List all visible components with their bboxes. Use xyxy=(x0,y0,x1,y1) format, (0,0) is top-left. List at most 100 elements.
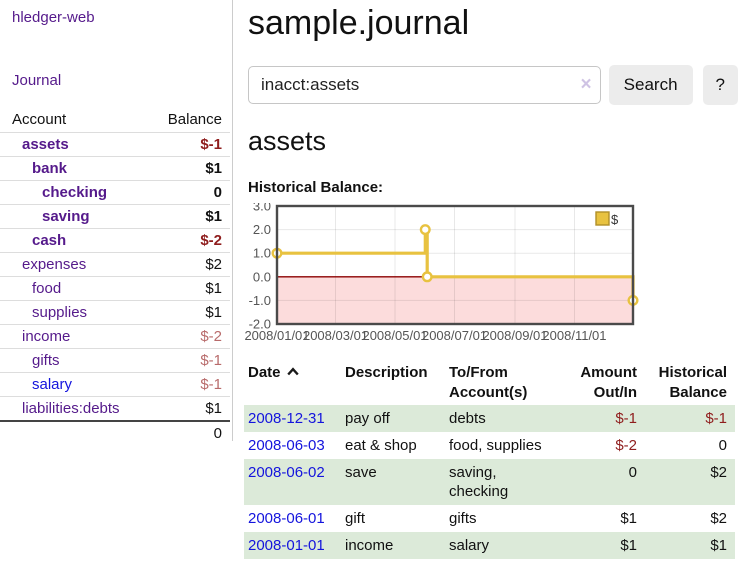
account-link[interactable]: liabilities:debts xyxy=(22,400,120,417)
register-amount: $-2 xyxy=(615,437,637,454)
account-row: income $-2 xyxy=(0,324,230,349)
register-balance: $2 xyxy=(710,464,727,481)
account-link[interactable]: income xyxy=(22,328,71,345)
account-balance: $-2 xyxy=(200,232,222,249)
app-title-link[interactable]: hledger-web xyxy=(12,9,95,26)
accounts-header-balance: Balance xyxy=(167,111,222,128)
chart-x-tick-label: 2008/05/01 xyxy=(362,328,427,343)
accounts-header-row: Account Balance xyxy=(0,108,230,133)
register-accounts: salary xyxy=(449,537,490,554)
search-form: × Search ? xyxy=(248,65,738,105)
register-amount: $-1 xyxy=(615,410,637,427)
page-title: sample.journal xyxy=(248,4,470,42)
account-row: expenses $2 xyxy=(0,252,230,277)
register-header-accounts: To/From Account(s) xyxy=(449,364,528,401)
search-input[interactable] xyxy=(248,66,601,104)
account-balance: $1 xyxy=(205,280,222,297)
account-balance: $-1 xyxy=(200,136,222,153)
chart-y-tick-label: -2.0 xyxy=(249,317,271,332)
register-balance: $2 xyxy=(710,510,727,527)
clear-search-icon[interactable]: × xyxy=(580,74,592,96)
account-link[interactable]: food xyxy=(32,280,62,297)
account-balance: $1 xyxy=(205,208,222,225)
chart-data-point xyxy=(421,271,433,283)
register-row: 2008-01-01 income salary $1 $1 xyxy=(244,532,735,559)
account-row: food $1 xyxy=(0,276,230,301)
account-balance: $2 xyxy=(205,256,222,273)
account-row: supplies $1 xyxy=(0,300,230,325)
chart-y-tick-label: 0.0 xyxy=(253,269,271,284)
sidebar: hledger-web Journal Account Balance asse… xyxy=(0,0,233,442)
register-accounts: gifts xyxy=(449,510,477,527)
search-button[interactable]: Search xyxy=(608,65,693,105)
account-link[interactable]: bank xyxy=(32,160,68,177)
accounts-header-account: Account xyxy=(12,111,67,128)
chart-plot-border xyxy=(275,204,635,326)
register-description: eat & shop xyxy=(345,437,417,454)
chart-y-tick-label: 3.0 xyxy=(253,203,271,214)
chart-title: Historical Balance: xyxy=(248,179,384,196)
register-description: save xyxy=(345,464,377,481)
register-amount: $1 xyxy=(620,537,637,554)
register-row: 2008-12-31 pay off debts $-1 $-1 xyxy=(244,405,735,432)
register-row: 2008-06-01 gift gifts $1 $2 xyxy=(244,505,735,532)
register-accounts: saving, checking xyxy=(449,464,509,500)
account-row: saving $1 xyxy=(0,204,230,229)
account-balance: $-1 xyxy=(200,352,222,369)
register-accounts: debts xyxy=(449,410,486,427)
account-link[interactable]: checking xyxy=(42,184,108,201)
register-date-link[interactable]: 2008-06-03 xyxy=(248,437,325,454)
register-row: 2008-06-02 save saving, checking 0 $2 xyxy=(244,459,735,505)
balance-chart-svg[interactable]: $3.0 2.0 1.0 0.0 -1.0 -2.02008/01/012008/03/0… xyxy=(243,203,641,345)
chart-y-tick-label: -1.0 xyxy=(249,293,271,308)
account-link[interactable]: salary xyxy=(32,376,73,393)
register-description: pay off xyxy=(345,410,390,427)
register-table: Date Description To/From Account(s) Amou… xyxy=(244,359,735,559)
account-link[interactable]: saving xyxy=(42,208,90,225)
account-row: liabilities:debts $1 xyxy=(0,396,230,422)
chart-legend-swatch xyxy=(595,211,610,226)
account-link[interactable]: gifts xyxy=(32,352,60,369)
register-header-balance: Historical Balance xyxy=(658,364,727,401)
register-balance: $-1 xyxy=(705,410,727,427)
main-content: sample.journal × Search ? assets Histori… xyxy=(244,0,738,559)
chart-y-tick-label: 2.0 xyxy=(253,222,271,237)
account-balance: $1 xyxy=(205,160,222,177)
register-amount: 0 xyxy=(628,464,637,481)
sidebar-item-journal[interactable]: Journal xyxy=(12,72,62,89)
register-date-link[interactable]: 2008-01-01 xyxy=(248,537,325,554)
register-date-link[interactable]: 2008-12-31 xyxy=(248,410,325,427)
register-header-date[interactable]: Date xyxy=(244,359,345,405)
register-amount: $1 xyxy=(620,510,637,527)
account-row: gifts $-1 xyxy=(0,348,230,373)
register-date-link[interactable]: 2008-06-02 xyxy=(248,464,325,481)
account-balance: $-1 xyxy=(200,376,222,393)
account-row: checking 0 xyxy=(0,180,230,205)
account-balance: $-2 xyxy=(200,328,222,345)
accounts-total-row: 0 xyxy=(0,421,230,445)
account-row: assets $-1 xyxy=(0,132,230,157)
chart-x-tick-label: 2008/03/01 xyxy=(303,328,368,343)
chart-x-tick-label: 2008/01/01 xyxy=(244,328,309,343)
register-header-description: Description xyxy=(345,364,428,381)
register-balance: 0 xyxy=(718,437,727,454)
register-header-amount: Amount Out/In xyxy=(580,364,637,401)
register-accounts: food, supplies xyxy=(449,437,542,454)
register-balance: $1 xyxy=(710,537,727,554)
chart-legend-label: $ xyxy=(611,212,619,227)
chart-negative-region xyxy=(277,276,633,324)
help-button[interactable]: ? xyxy=(702,65,738,105)
account-link[interactable]: supplies xyxy=(32,304,88,321)
account-balance: $1 xyxy=(205,400,222,417)
chart-y-tick-label: 1.0 xyxy=(253,246,271,261)
chart-x-tick-label: 2008/11/01 xyxy=(542,328,606,343)
accounts-total-value: 0 xyxy=(213,425,222,442)
register-table-body: 2008-12-31 pay off debts $-1 $-1 2008-06… xyxy=(244,405,735,559)
account-link[interactable]: cash xyxy=(32,232,67,249)
register-date-link[interactable]: 2008-06-01 xyxy=(248,510,325,527)
register-row: 2008-06-03 eat & shop food, supplies $-2… xyxy=(244,432,735,459)
account-balance: 0 xyxy=(213,184,222,201)
account-link[interactable]: expenses xyxy=(22,256,87,273)
register-header-row: Date Description To/From Account(s) Amou… xyxy=(244,359,735,405)
account-link[interactable]: assets xyxy=(22,136,69,153)
